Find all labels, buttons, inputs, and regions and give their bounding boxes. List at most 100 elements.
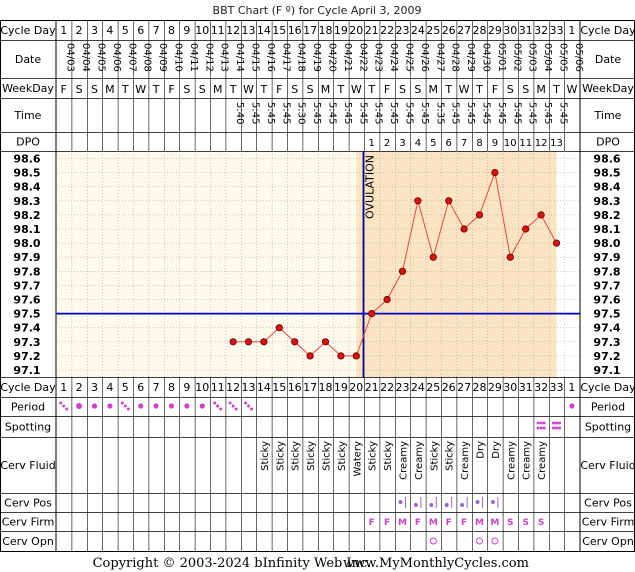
y-tick-label-right: 97.4: [593, 322, 620, 335]
row-label-left: Cycle Day: [0, 24, 56, 37]
temperature-point-day-18: [321, 338, 330, 346]
weekday-label: W: [459, 83, 470, 96]
weekday-label: T: [367, 83, 375, 96]
cycle-day-label: 1: [568, 24, 575, 37]
cycle-day-label: 29: [488, 24, 502, 37]
cycle-day-label: 23: [396, 381, 410, 394]
period-dot: [199, 403, 205, 409]
cerv-fluid-label: Sticky: [368, 441, 379, 471]
date-label: 04/30: [481, 43, 492, 72]
date-label: 04/22: [357, 43, 368, 72]
weekday-label: S: [199, 83, 206, 96]
cycle-day-label: 1: [60, 24, 67, 37]
cerv-pos-dot: [429, 503, 434, 507]
cycle-day-label: 15: [272, 24, 286, 37]
cycle-day-label: 19: [334, 381, 348, 394]
cycle-day-label: 8: [168, 381, 175, 394]
cycle-day-label: 30: [503, 24, 517, 37]
cerv-pos-dot: [444, 503, 449, 507]
cycle-day-label: 5: [122, 381, 129, 394]
spotting-dot: [552, 421, 555, 425]
y-tick-label-right: 97.6: [593, 294, 620, 307]
spotting-dot: [542, 426, 546, 430]
date-label: 04/03: [65, 43, 76, 72]
row-label-left: DPO: [16, 136, 40, 149]
time-label: 5:45: [527, 102, 538, 124]
spotting-dot: [536, 426, 540, 430]
period-dot: [62, 404, 66, 408]
temperature-line: [233, 170, 557, 357]
weekday-label: M: [429, 83, 439, 96]
cycle-day-label: 19: [334, 24, 348, 37]
row-label-right: Time: [594, 109, 622, 122]
period-dot: [228, 401, 232, 405]
cerv-fluid-label: Creamy: [399, 441, 410, 480]
weekday-label: T: [121, 83, 129, 96]
temperature-point-day-22: [383, 295, 391, 304]
temperature-point-day-23: [398, 267, 407, 275]
period-dot: [91, 403, 98, 409]
weekday-label: T: [152, 83, 160, 96]
period-dot: [126, 407, 130, 411]
date-label: 04/26: [419, 43, 430, 72]
cycle-day-label: 22: [380, 381, 394, 394]
cycle-day-label: 5: [122, 24, 129, 37]
time-label: 5:40: [234, 102, 245, 124]
period-dot: [216, 404, 220, 408]
time-label: 5:45: [373, 102, 384, 124]
cerv-fluid-label: Creamy: [506, 441, 517, 480]
cycle-day-label: 27: [457, 381, 471, 394]
cycle-day-label: 7: [153, 381, 160, 394]
y-tick-label-right: 97.8: [593, 265, 620, 278]
time-label: 5:45: [511, 102, 522, 124]
row-label-left: WeekDay: [2, 82, 54, 95]
weekday-label: W: [351, 83, 362, 96]
period-dot: [76, 403, 83, 409]
dpo-label: 7: [461, 138, 467, 149]
temperature-point-day-33: [552, 239, 561, 247]
date-label: 04/17: [280, 43, 291, 72]
temperature-point-day-20: [352, 352, 360, 360]
cerv-firm-label: F: [384, 518, 390, 528]
cycle-day-label: 7: [153, 24, 160, 37]
time-label: 5:30: [296, 102, 307, 124]
y-tick-label-right: 97.5: [593, 308, 620, 321]
weekday-label: M: [536, 83, 546, 96]
row-label-left: Cerv Pos: [4, 497, 52, 510]
y-tick-label-left: 98.6: [13, 153, 40, 166]
cerv-fluid-label: Sticky: [322, 441, 333, 471]
cerv-fluid-label: Creamy: [460, 441, 471, 480]
spotting-dot: [536, 421, 540, 425]
period-dot: [120, 401, 124, 405]
footer-copyright: Copyright © 2003-2024 bInfinity Web Inc.: [93, 556, 372, 571]
cycle-day-label: 12: [226, 24, 240, 37]
y-tick-label-left: 98.4: [13, 181, 40, 194]
cerv-fluid-label: Sticky: [383, 441, 394, 471]
weekday-label: M: [321, 83, 331, 96]
cycle-day-label: 24: [411, 381, 425, 394]
cerv-pos-dot: [413, 503, 418, 507]
cerv-fluid-label: Creamy: [537, 441, 548, 480]
spotting-dot: [539, 421, 543, 425]
time-label: 5:45: [327, 102, 338, 124]
time-label: 5:45: [250, 102, 261, 124]
date-label: 04/08: [142, 43, 153, 72]
cerv-pos-dot: [398, 500, 403, 504]
cycle-day-label: 4: [106, 381, 113, 394]
weekday-label: S: [399, 83, 406, 96]
y-tick-label-right: 98.0: [593, 237, 620, 250]
date-label: 04/27: [434, 43, 445, 72]
spotting-dot: [552, 426, 555, 430]
cycle-day-label: 4: [106, 24, 113, 37]
cycle-day-label: 30: [503, 381, 517, 394]
y-tick-label-left: 98.1: [13, 223, 40, 236]
time-label: 5:45: [558, 102, 569, 124]
weekday-label: F: [492, 83, 498, 96]
footer-site-link[interactable]: www.MyMonthlyCycles.com: [343, 556, 529, 571]
date-label: 05/02: [511, 43, 522, 72]
y-tick-label-right: 98.5: [593, 167, 620, 180]
y-tick-label-left: 97.4: [13, 322, 40, 335]
period-dot: [59, 401, 63, 405]
time-label: 5:45: [450, 102, 461, 124]
cycle-day-label: 3: [91, 381, 98, 394]
